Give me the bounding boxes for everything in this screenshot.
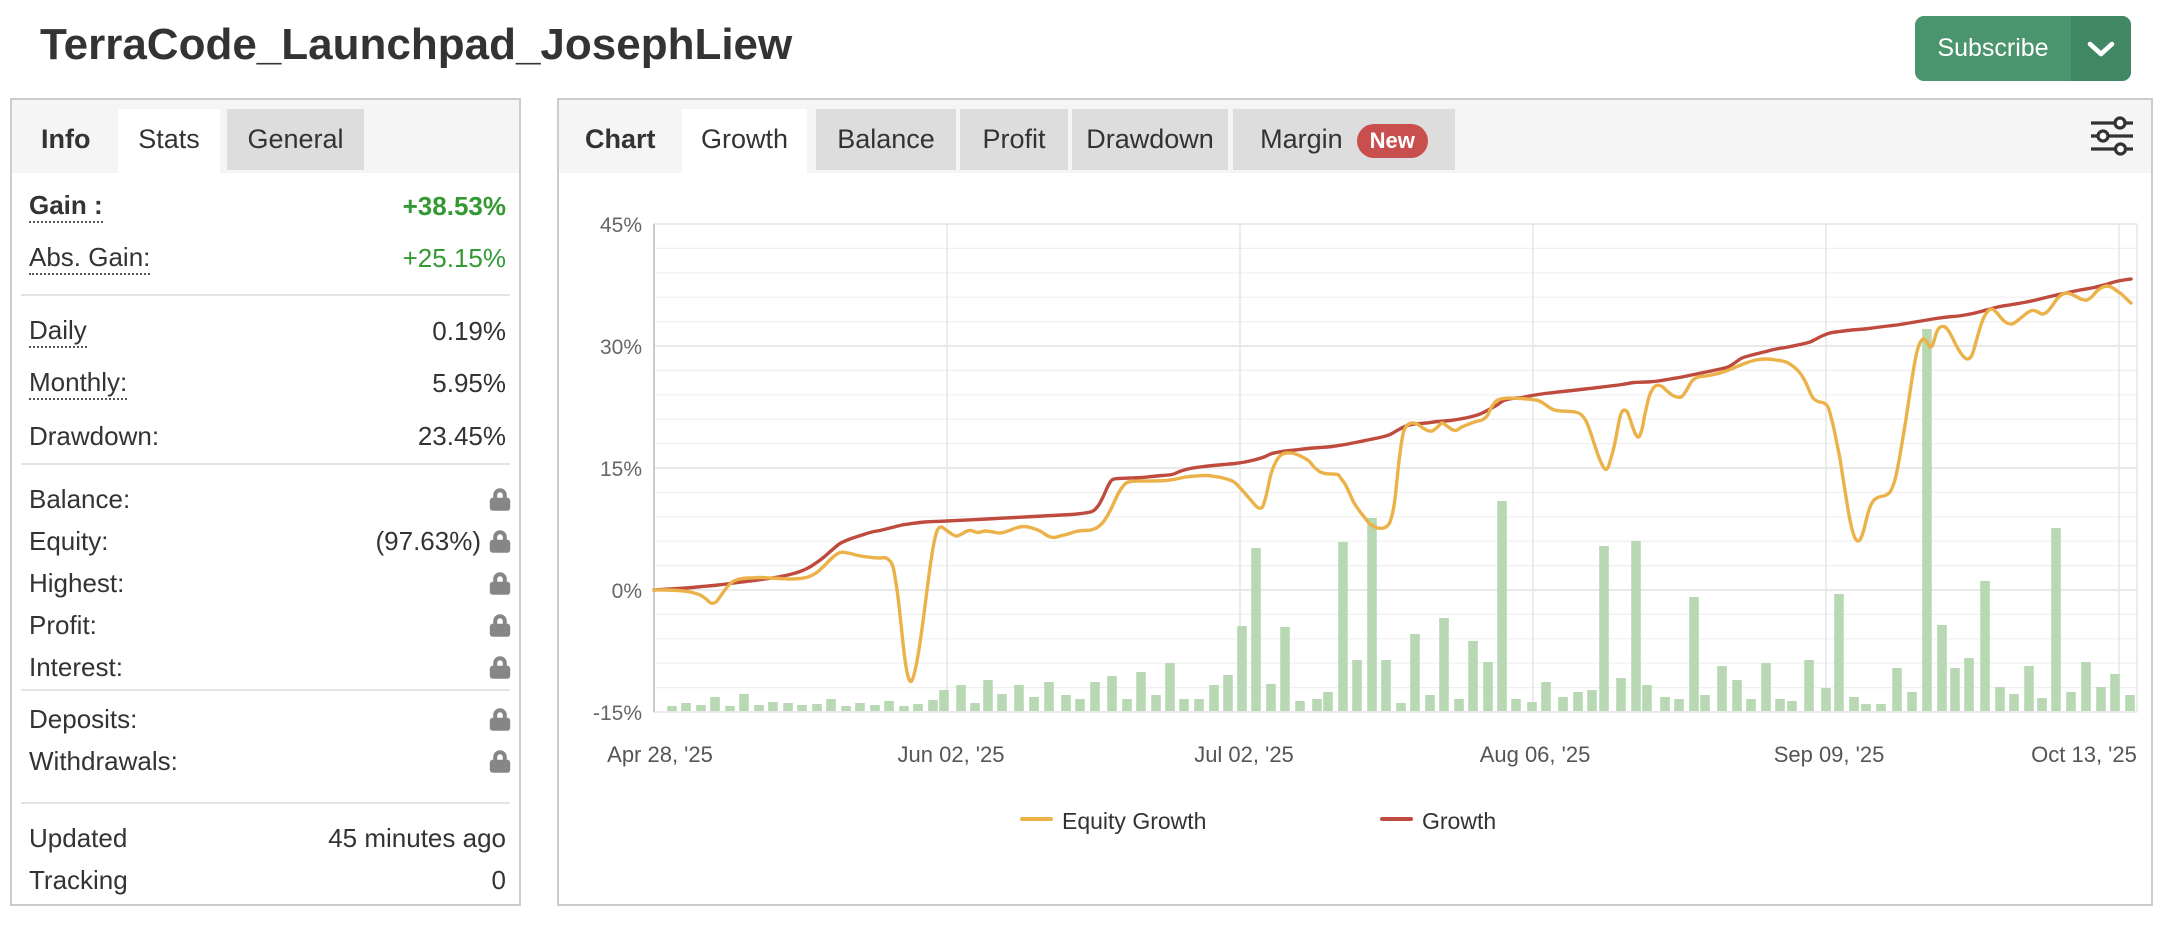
svg-text:Oct 13, '25: Oct 13, '25	[2031, 742, 2137, 767]
svg-text:Jul 02, '25: Jul 02, '25	[1194, 742, 1294, 767]
svg-text:Aug 06, '25: Aug 06, '25	[1480, 742, 1591, 767]
svg-text:Jun 02, '25: Jun 02, '25	[898, 742, 1005, 767]
svg-text:Sep 09, '25: Sep 09, '25	[1774, 742, 1885, 767]
svg-text:0%: 0%	[612, 580, 642, 603]
svg-text:45%: 45%	[600, 214, 642, 237]
svg-text:-15%: -15%	[593, 702, 642, 725]
svg-text:30%: 30%	[600, 336, 642, 359]
svg-text:Apr 28, '25: Apr 28, '25	[607, 742, 713, 767]
svg-text:15%: 15%	[600, 458, 642, 481]
svg-text:Growth: Growth	[1422, 808, 1496, 834]
svg-text:Equity Growth: Equity Growth	[1062, 808, 1206, 834]
